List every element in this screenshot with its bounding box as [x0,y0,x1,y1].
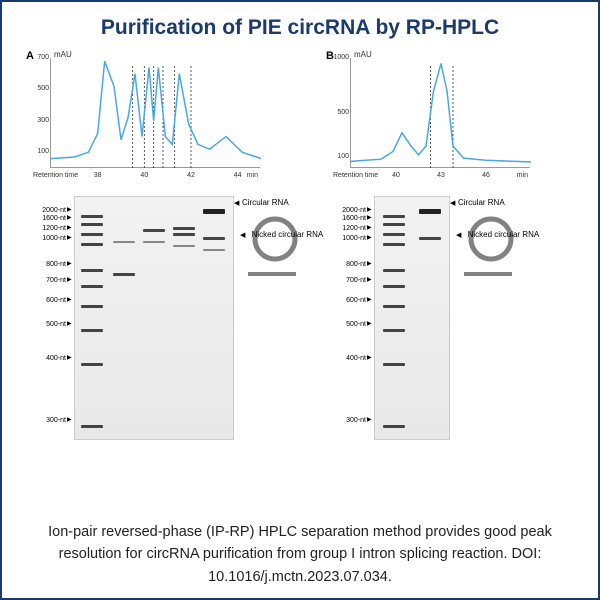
ladder-arrow [366,224,372,231]
gel-a-lane-1 [111,201,137,435]
ladder-arrow [66,260,72,267]
ladder-label: 500-nt [30,321,66,328]
ladder-label: 1000-nt [30,235,66,242]
chromatogram-a-svg [51,58,261,168]
circular-rna-arrow-b [450,198,457,207]
ladder-label: 300-nt [30,417,66,424]
chromatogram-b: 1005001000 404346 Retention time min [350,58,530,168]
nicked-arrow-b [456,230,463,239]
ladder-arrow [66,320,72,327]
ladder-arrow [66,206,72,213]
gel-b-lane-1 [417,201,443,435]
ladder-arrow [66,276,72,283]
gel-a-lane-3 [171,201,197,435]
gel-a-ladder-lane [79,201,105,435]
ladder-arrow [366,320,372,327]
ladder-label: 1000-nt [330,235,366,242]
caption: Ion-pair reversed-phase (IP-RP) HPLC sep… [22,521,578,588]
ladder-arrow [66,354,72,361]
ladder-arrow [66,214,72,221]
ladder-arrow [366,206,372,213]
chromatogram-a: 100300500700 38404244 Retention time min [50,58,260,168]
ladder-label: 1200-nt [30,225,66,232]
gel-b-ladder-lane [381,201,407,435]
figure-area: A mAU 100300500700 38404244 Retention ti… [2,50,598,480]
ladder-arrow [66,234,72,241]
ladder-label: 400-nt [330,355,366,362]
ladder-arrow [66,296,72,303]
ladder-label: 300-nt [330,417,366,424]
circular-rna-label-b: Circular RNA [458,198,505,207]
circular-rna-arrow-a [234,198,241,207]
gel-area-b: 2000-nt1600-nt 1200-nt 1000-nt 800-nt 700-nt… [330,196,582,466]
gel-area-a: 2000-nt1600-nt 1200-nt 1000-nt 800-nt 700-nt… [30,196,312,466]
retention-label-a: Retention time [33,172,78,179]
ladder-arrow [366,296,372,303]
circular-rna-label-a: Circular RNA [242,198,289,207]
panel-a: A mAU 100300500700 38404244 Retention ti… [22,50,312,466]
gel-a [74,196,234,440]
ladder-label: 2000-nt [330,207,366,214]
ladder-label: 700-nt [30,277,66,284]
ladder-label: 500-nt [330,321,366,328]
ladder-arrow [66,224,72,231]
ladder-arrow [366,276,372,283]
min-label-b: min [517,172,528,179]
nicked-rna-text-b: Nicked circular RNA [468,231,524,240]
ladder-arrow [366,260,372,267]
ladder-arrow [366,354,372,361]
ladder-label: 1600-nt [30,215,66,222]
nicked-rna-label-a: Nicked circular RNA [242,230,308,240]
nicked-rna-label-b: Nicked circular RNA [458,230,524,240]
ladder-label: 800-nt [330,261,366,268]
ladder-label: 1600-nt [330,215,366,222]
ladder-arrow [66,416,72,423]
ladder-label: 1200-nt [330,225,366,232]
nicked-arrow-a [240,230,247,239]
ladder-label: 400-nt [30,355,66,362]
gel-a-lane-2 [141,201,167,435]
linear-bar-b [464,272,512,276]
linear-bar-a [248,272,296,276]
ladder-label: 600-nt [330,297,366,304]
ladder-arrow [366,416,372,423]
gel-b [374,196,450,440]
ladder-arrow [366,234,372,241]
gel-a-lane-4 [201,201,227,435]
ladder-label: 700-nt [330,277,366,284]
page-title: Purification of PIE circRNA by RP-HPLC [2,2,598,50]
ladder-label: 2000-nt [30,207,66,214]
retention-label-b: Retention time [333,172,378,179]
ladder-arrow [366,214,372,221]
chromatogram-b-svg [351,58,531,168]
panel-b: B mAU 1005001000 404346 Retention time m… [322,50,582,466]
nicked-rna-text-a: Nicked circular RNA [252,231,308,240]
ladder-label: 800-nt [30,261,66,268]
min-label-a: min [247,172,258,179]
ladder-label: 600-nt [30,297,66,304]
